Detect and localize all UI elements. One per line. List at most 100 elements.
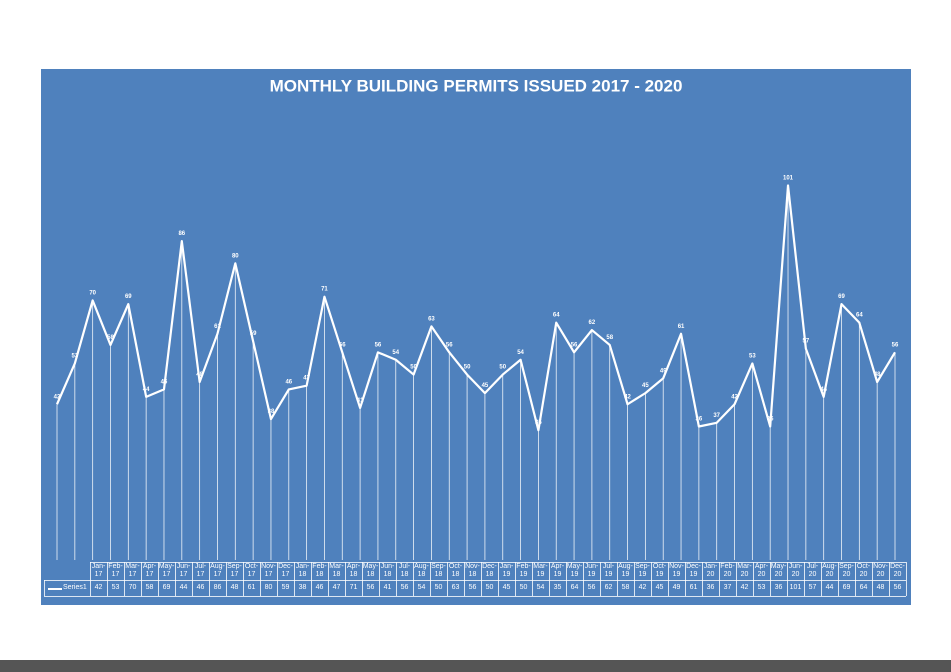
category-label: May-18 <box>362 563 379 578</box>
data-label: 46 <box>285 379 292 385</box>
category-label: Dec-19 <box>686 563 701 578</box>
table-value: 44 <box>825 584 834 591</box>
table-line <box>549 562 550 596</box>
table-value: 101 <box>789 584 802 591</box>
category-label: Dec-20 <box>890 563 905 578</box>
table-value: 45 <box>655 584 664 591</box>
data-label: 56 <box>892 342 899 348</box>
data-label: 41 <box>357 398 364 404</box>
table-value: 69 <box>842 584 851 591</box>
category-label: Sep-17 <box>227 563 242 578</box>
table-value: 42 <box>638 584 647 591</box>
table-line <box>532 562 533 596</box>
table-value: 42 <box>94 584 103 591</box>
category-label: Nov-20 <box>873 563 888 578</box>
category-label: Feb-20 <box>720 563 735 578</box>
data-label: 44 <box>820 387 827 393</box>
category-label: Aug-17 <box>210 563 225 578</box>
category-label: Dec-18 <box>482 563 497 578</box>
data-label: 48 <box>196 372 203 378</box>
table-line <box>345 562 346 596</box>
table-line <box>600 562 601 596</box>
data-label: 56 <box>375 342 382 348</box>
table-line <box>787 562 788 596</box>
bottom-bar <box>0 660 951 672</box>
category-label: Jan-17 <box>91 563 106 578</box>
data-label: 57 <box>803 339 810 345</box>
category-label: Mar-17 <box>125 563 140 578</box>
category-label: Oct-20 <box>856 563 871 578</box>
table-line <box>855 562 856 596</box>
data-label: 71 <box>321 287 328 293</box>
data-label: 37 <box>713 413 720 419</box>
table-line <box>464 562 465 596</box>
category-label: Jul-19 <box>602 563 615 578</box>
table-value: 54 <box>417 584 426 591</box>
data-label: 42 <box>54 394 61 400</box>
data-label: 62 <box>589 320 596 326</box>
data-label: 69 <box>125 294 132 300</box>
table-value: 42 <box>740 584 749 591</box>
data-label: 54 <box>517 350 524 356</box>
series-line <box>55 184 896 432</box>
data-label: 48 <box>874 372 881 378</box>
category-label: Sep-18 <box>431 563 446 578</box>
category-label: May-20 <box>770 563 787 578</box>
table-value: 56 <box>468 584 477 591</box>
category-label: Nov-19 <box>669 563 684 578</box>
data-label: 56 <box>446 342 453 348</box>
data-label: 101 <box>783 175 794 181</box>
table-line <box>209 562 210 596</box>
table-value: 58 <box>621 584 630 591</box>
table-value: 36 <box>706 584 715 591</box>
table-line <box>158 562 159 596</box>
category-label: Jan-19 <box>499 563 514 578</box>
table-value: 86 <box>213 584 222 591</box>
table-value: 64 <box>859 584 868 591</box>
data-label: 61 <box>214 324 221 330</box>
table-line <box>481 562 482 596</box>
table-value: 48 <box>230 584 239 591</box>
data-label: 50 <box>410 365 417 371</box>
category-label: Oct-18 <box>448 563 463 578</box>
data-label: 45 <box>482 383 489 389</box>
table-value: 71 <box>349 584 358 591</box>
data-label: 64 <box>553 313 560 319</box>
chart-title: MONTHLY BUILDING PERMITS ISSUED 2017 - 2… <box>270 76 683 95</box>
category-label: Jul-18 <box>398 563 411 578</box>
table-line <box>651 562 652 596</box>
data-label: 50 <box>464 365 471 371</box>
category-label: Sep-20 <box>839 563 854 578</box>
category-label: Jan-18 <box>295 563 310 578</box>
table-value: 56 <box>587 584 596 591</box>
category-label: Nov-18 <box>465 563 480 578</box>
table-value: 64 <box>570 584 579 591</box>
table-line <box>311 562 312 596</box>
data-label: 56 <box>571 342 578 348</box>
data-label: 80 <box>232 253 239 259</box>
table-line <box>668 562 669 596</box>
data-label: 36 <box>696 417 703 423</box>
category-label: Nov-17 <box>261 563 276 578</box>
table-value: 56 <box>400 584 409 591</box>
table-line <box>226 562 227 596</box>
category-label: Mar-18 <box>329 563 344 578</box>
data-label: 46 <box>161 379 168 385</box>
table-line <box>243 562 244 596</box>
table-line <box>175 562 176 596</box>
table-value: 80 <box>264 584 273 591</box>
table-value: 37 <box>723 584 732 591</box>
category-label: Apr-19 <box>550 563 565 578</box>
table-value: 54 <box>536 584 545 591</box>
table-line <box>889 562 890 596</box>
data-label: 58 <box>107 335 114 341</box>
category-label: Aug-18 <box>414 563 429 578</box>
category-label: May-17 <box>158 563 175 578</box>
table-value: 47 <box>332 584 341 591</box>
category-label: Feb-18 <box>312 563 327 578</box>
data-label: 50 <box>499 365 506 371</box>
data-label: 56 <box>339 342 346 348</box>
chart-area <box>41 69 911 605</box>
